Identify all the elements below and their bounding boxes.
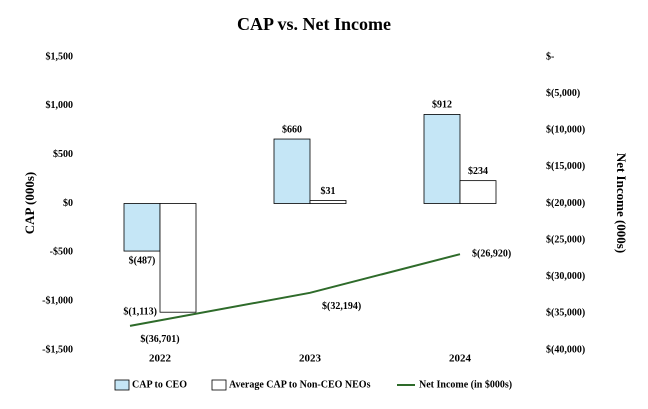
data-label: $(26,920) (472, 248, 511, 259)
data-label: $234 (468, 166, 488, 177)
data-label: $912 (432, 100, 452, 111)
line (129, 253, 461, 327)
legend-label: Average CAP to Non-CEO NEOs (229, 379, 371, 390)
legend-swatch (114, 379, 130, 391)
x-tick-label: 2022 (149, 353, 172, 365)
y-tick-label: -$500 (50, 247, 73, 258)
legend-label: Net Income (in $000s) (419, 379, 512, 390)
data-label: $(487) (129, 255, 156, 266)
y2-tick-label: $(30,000) (546, 271, 585, 282)
y-tick-label: $0 (63, 198, 73, 209)
data-label: $(36,701) (140, 334, 179, 345)
y-tick-label: -$1,500 (42, 344, 73, 355)
y-axis-title: CAP (000s) (22, 172, 37, 234)
y2-tick-label: $(35,000) (546, 308, 585, 319)
bar (123, 203, 161, 252)
y-tick-label: $500 (53, 149, 73, 160)
data-label: $660 (282, 124, 302, 135)
bar (309, 200, 347, 204)
x-tick-label: 2024 (449, 353, 472, 365)
bar (159, 203, 197, 313)
y2-tick-label: $(15,000) (546, 161, 585, 172)
data-label: $31 (321, 186, 336, 197)
y2-axis-title: Net Income (000s) (614, 153, 629, 253)
y-tick-label: $1,500 (46, 51, 74, 62)
y2-tick-label: $(25,000) (546, 234, 585, 245)
chart-title: CAP vs. Net Income (237, 14, 391, 34)
y2-tick-label: $(40,000) (546, 344, 585, 355)
x-tick-label: 2023 (299, 353, 322, 365)
legend-swatch (211, 379, 227, 391)
bar (423, 114, 461, 204)
y2-tick-label: $(20,000) (546, 198, 585, 209)
data-label: $(32,194) (322, 301, 361, 312)
y2-tick-label: $(10,000) (546, 125, 585, 136)
legend-label: CAP to CEO (132, 379, 187, 390)
y-tick-label: -$1,000 (42, 295, 73, 306)
y2-tick-label: $- (546, 51, 554, 62)
y-tick-label: $1,000 (46, 100, 74, 111)
bar (459, 180, 497, 204)
data-label: $(1,113) (123, 306, 157, 317)
y2-tick-label: $(5,000) (546, 88, 580, 99)
bar (273, 138, 311, 204)
